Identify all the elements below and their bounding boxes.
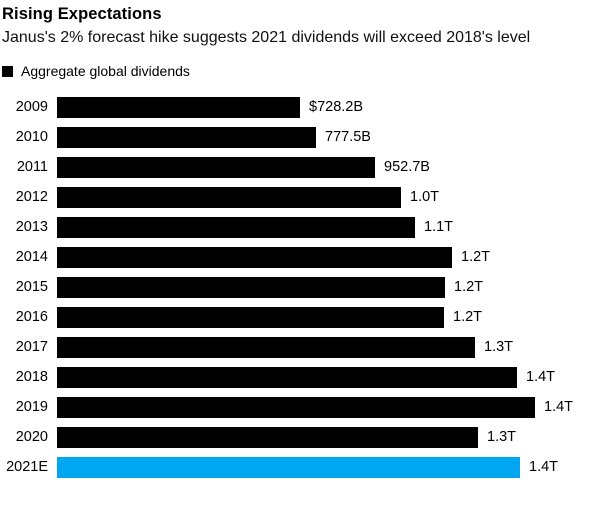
year-label-2015: 2015	[15, 279, 48, 295]
bar-2012	[57, 186, 401, 208]
year-label-2012: 2012	[15, 189, 48, 205]
year-label-2011: 2011	[16, 159, 48, 175]
year-label-2014: 2014	[15, 249, 48, 265]
value-label-2011: 952.7B	[384, 159, 430, 175]
chart-title: Rising Expectations	[2, 5, 162, 23]
bar-2016	[57, 306, 444, 328]
value-label-2020: 1.3T	[487, 429, 517, 445]
value-label-2013: 1.1T	[424, 219, 454, 235]
year-label-2016: 2016	[15, 309, 48, 325]
value-label-2009: $728.2B	[309, 99, 364, 115]
year-label-2020: 2020	[15, 429, 48, 445]
bar-row: 2019 1.4T	[2, 392, 608, 422]
bar-row: 2016 1.2T	[2, 302, 608, 332]
bar-2010	[57, 126, 316, 148]
value-label-2012: 1.0T	[410, 189, 440, 205]
value-label-2014: 1.2T	[461, 249, 491, 265]
legend-swatch-icon	[2, 65, 13, 77]
bar-row: 2017 1.3T	[2, 332, 608, 362]
bar-row: 2021E 1.4T	[2, 452, 608, 482]
bar-2009	[57, 96, 300, 118]
value-label-2017: 1.3T	[484, 339, 514, 355]
bar-2021e	[57, 456, 520, 478]
legend-label: Aggregate global dividends	[21, 63, 190, 79]
bar-2013	[57, 216, 415, 238]
value-label-2015: 1.2T	[454, 279, 484, 295]
bar-2014	[57, 246, 452, 268]
year-label-2013: 2013	[15, 219, 48, 235]
value-label-2021e: 1.4T	[529, 459, 559, 475]
bar-row: 2014 1.2T	[2, 242, 608, 272]
year-label-2018: 2018	[15, 369, 48, 385]
bar-2015	[57, 276, 445, 298]
year-label-2017: 2017	[15, 339, 48, 355]
bar-row: 2020 1.3T	[2, 422, 608, 452]
year-label-2009: 2009	[15, 99, 48, 115]
bar-row: 2010 777.5B	[2, 122, 608, 152]
value-label-2010: 777.5B	[325, 129, 371, 145]
legend: Aggregate global dividends	[2, 63, 608, 79]
bar-row: 2015 1.2T	[2, 272, 608, 302]
value-label-2016: 1.2T	[453, 309, 483, 325]
bar-2018	[57, 366, 517, 388]
bar-2011	[57, 156, 375, 178]
bar-2019	[57, 396, 535, 418]
bar-2020	[57, 426, 478, 448]
bar-row: 2009 $728.2B	[2, 92, 608, 122]
year-label-2021e: 2021E	[6, 459, 48, 475]
year-label-2019: 2019	[15, 399, 48, 415]
chart-root: Rising Expectations Janus's 2% forecast …	[2, 5, 608, 482]
bar-row: 2011 952.7B	[2, 152, 608, 182]
bar-row: 2012 1.0T	[2, 182, 608, 212]
chart-subtitle: Janus's 2% forecast hike suggests 2021 d…	[2, 29, 531, 46]
bar-row: 2013 1.1T	[2, 212, 608, 242]
year-label-2010: 2010	[15, 129, 48, 145]
value-label-2018: 1.4T	[526, 369, 556, 385]
bar-chart: 2009 $728.2B 2010 777.5B 2011 952.7B 2012 1.0T 2…	[2, 92, 608, 482]
bar-row: 2018 1.4T	[2, 362, 608, 392]
value-label-2019: 1.4T	[544, 399, 574, 415]
bar-2017	[57, 336, 475, 358]
